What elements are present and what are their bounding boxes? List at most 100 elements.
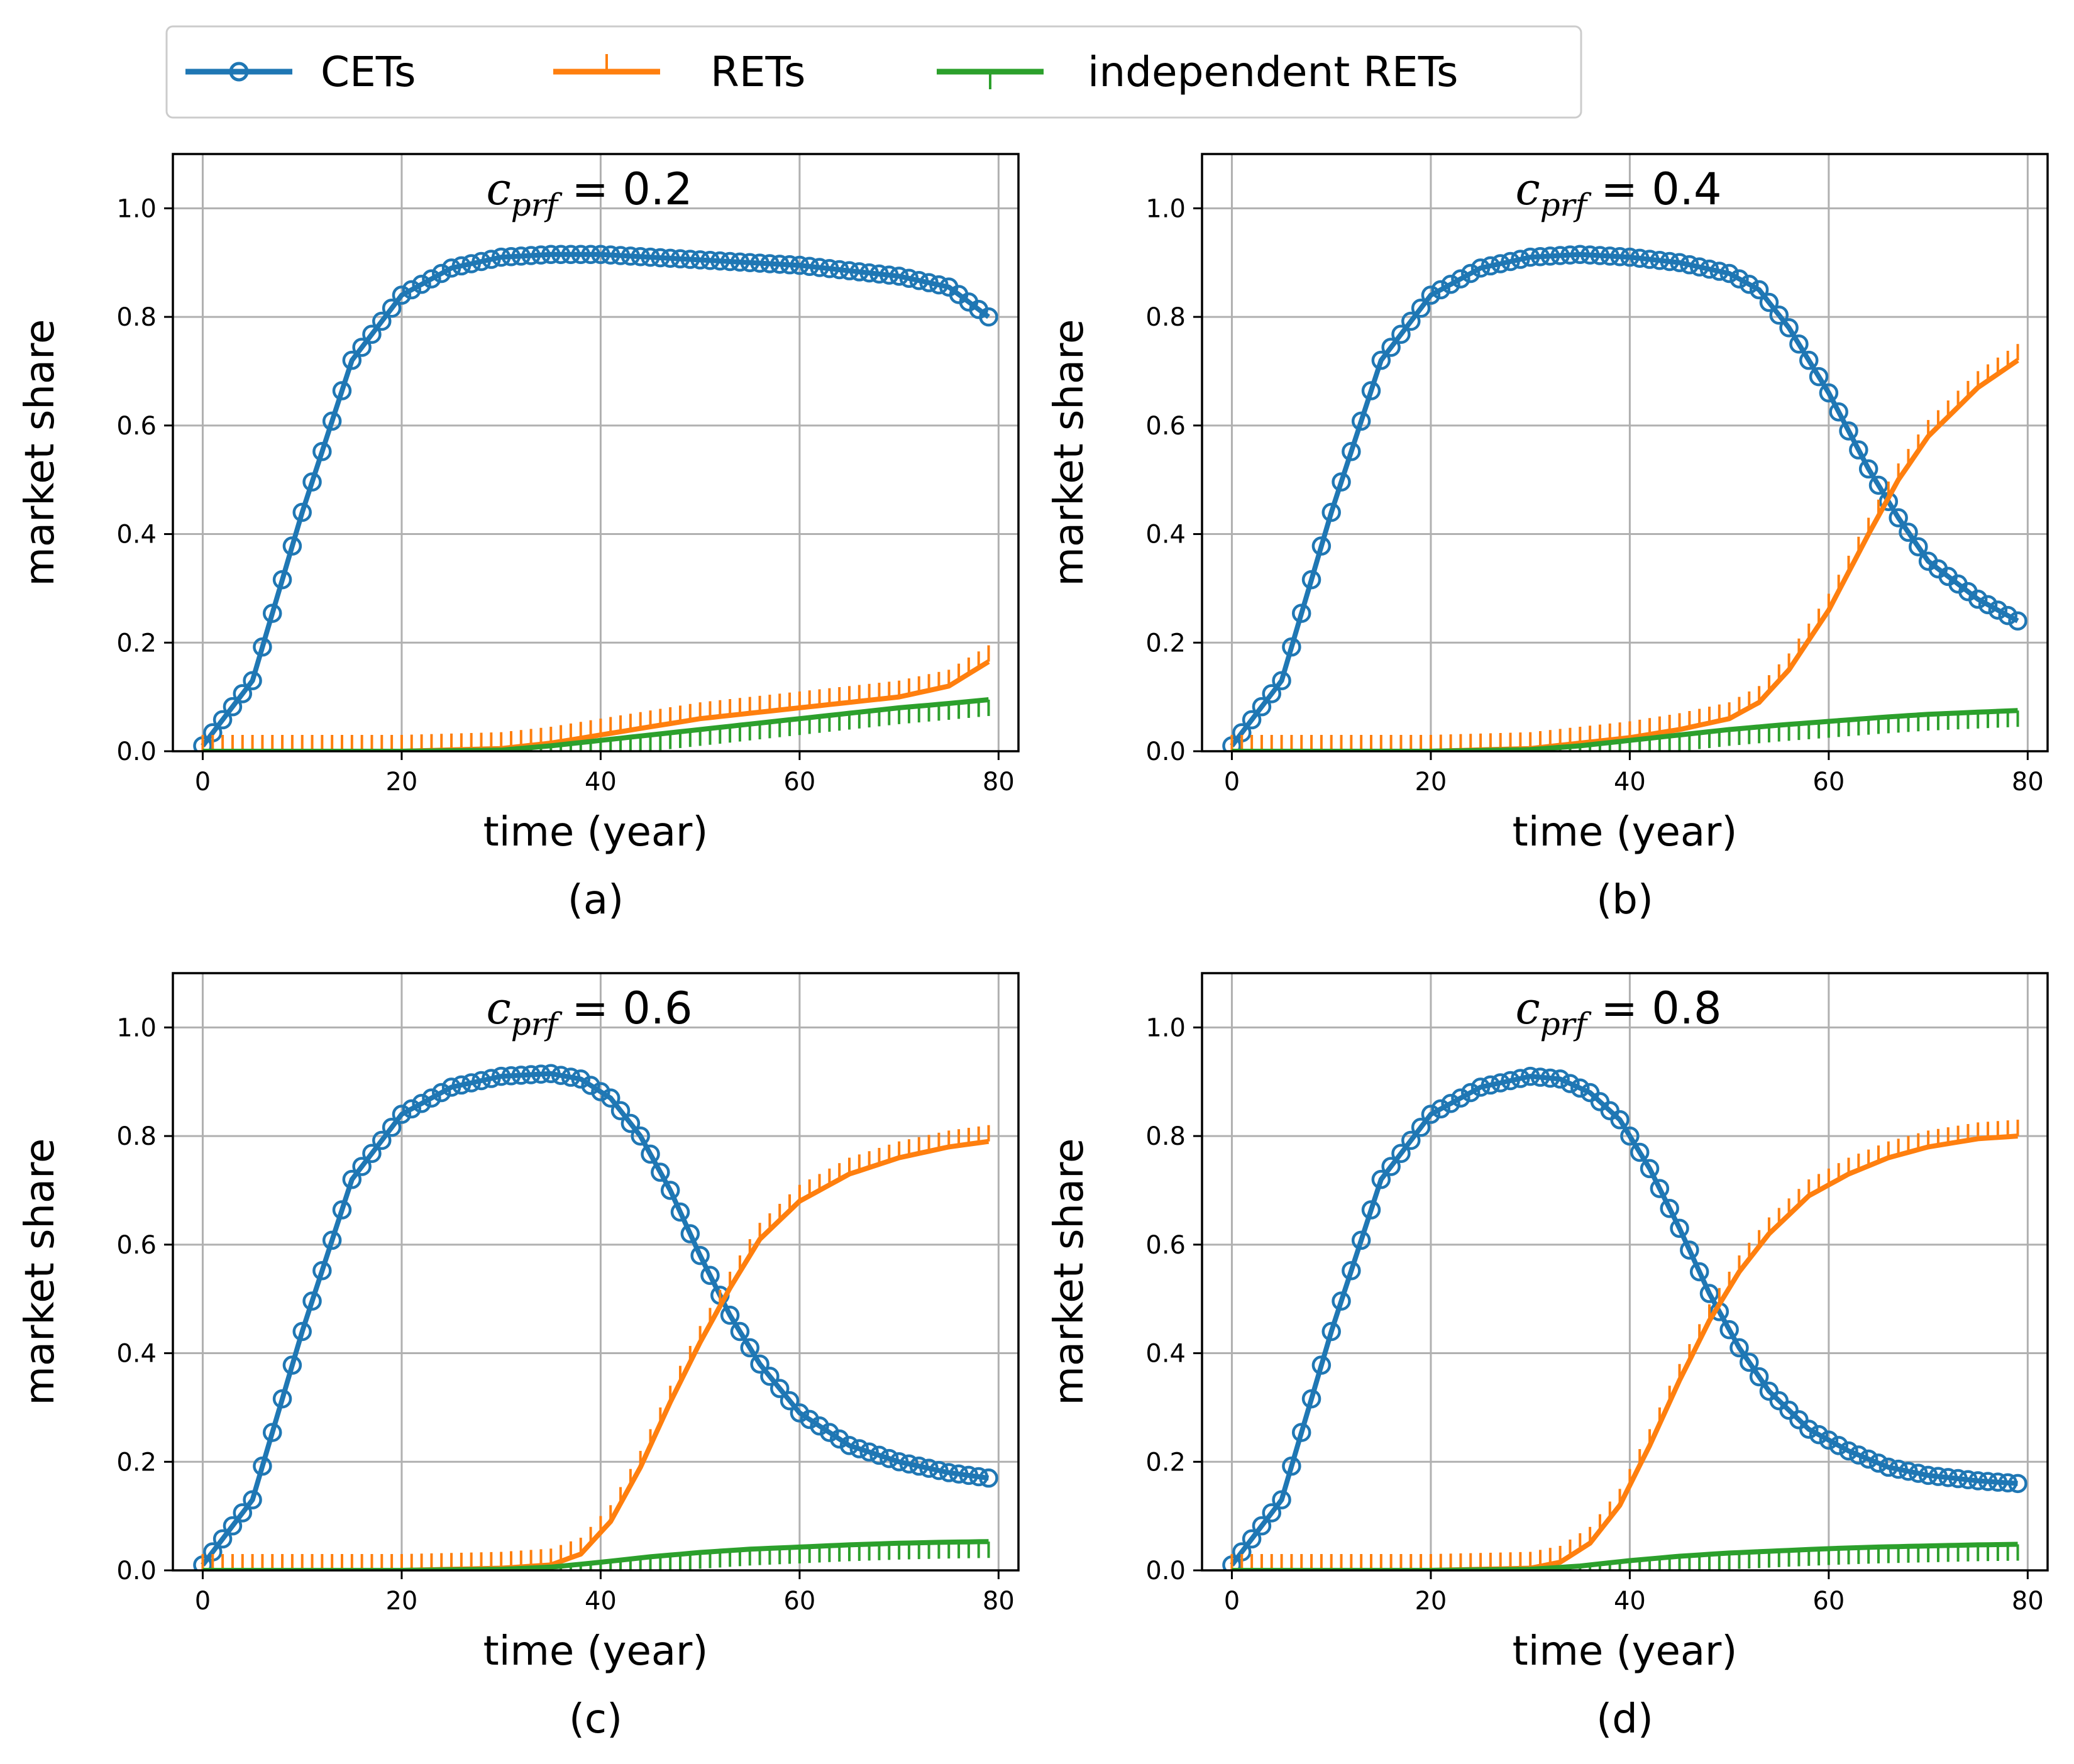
data-point [849,262,869,282]
data-point [760,1367,780,1386]
data-point [282,536,302,556]
data-point [1610,246,1630,267]
y-tick-label: 0.2 [116,629,157,658]
title-value: 0.4 [1652,163,1721,215]
data-point [1839,1441,1858,1461]
data-point [1560,245,1580,265]
data-point [1769,305,1789,325]
data-point [720,251,740,272]
series-line [1232,708,2018,751]
data-point [571,1069,591,1089]
data-point [561,1067,581,1087]
x-tick-label: 0 [195,768,211,797]
data-point [422,269,441,289]
series-line [201,1071,990,1567]
plot-area [193,245,998,751]
data-point [600,1088,621,1108]
data-point [322,1230,342,1250]
data-point [1252,697,1272,717]
data-point [1530,246,1550,267]
data-point [312,1261,332,1281]
data-point [1858,459,1878,479]
series-line [1232,1133,2018,1570]
x-tick-label: 80 [983,1587,1015,1616]
data-point [949,1464,969,1484]
data-point [769,1379,790,1398]
data-point [680,1224,700,1243]
data-point [1630,1142,1650,1162]
data-point [1470,258,1491,278]
data-point [1829,402,1848,422]
series-rets [1230,344,2019,751]
data-point [1272,671,1291,690]
data-point [243,1490,262,1509]
y-tick-label: 0.4 [1145,521,1186,549]
data-point [1520,247,1540,267]
y-axis-label: market share [17,319,63,587]
data-point [1779,1400,1799,1420]
x-tick-label: 60 [1812,768,1845,797]
data-point [451,256,472,276]
data-point [1680,255,1699,275]
panel-label: (c) [569,1696,622,1743]
data-point [1620,1126,1640,1146]
data-point [1511,1069,1530,1088]
data-point [1431,1099,1451,1119]
x-axis-label: time (year) [483,809,709,856]
data-point [1839,421,1858,441]
data-point [1958,1470,1978,1490]
data-point [1540,246,1560,266]
data-point [1540,1068,1560,1088]
y-tick-label: 0.4 [116,1340,157,1369]
data-point [352,338,372,357]
data-point [1391,1144,1411,1163]
data-point [820,1423,839,1442]
data-point [1511,250,1530,269]
data-point [1889,1459,1908,1479]
data-point [561,245,581,265]
data-point [1740,1352,1759,1372]
title-equals: = [1587,163,1652,215]
data-point [631,1126,650,1146]
data-point [1272,1490,1291,1509]
data-point [690,1245,710,1265]
data-point [1451,269,1470,289]
data-point [1799,350,1819,370]
y-tick-label: 0.4 [116,521,157,549]
data-point [1242,1529,1262,1549]
title-variable: c [486,163,510,215]
data-point [362,1144,382,1163]
series-line [1230,251,2019,747]
y-tick-label: 0.6 [116,1231,157,1260]
data-point [591,245,610,265]
legend-label: independent RETs [1088,48,1459,96]
data-point [919,1458,939,1478]
data-point [1988,1472,2008,1492]
data-point [1968,1471,1988,1491]
legend-frame [165,25,1582,119]
data-point [1709,262,1729,281]
series-independent-rets [202,1539,990,1570]
title-subscript: prf [511,1006,563,1042]
data-point [660,248,680,268]
legend-item: RETs [553,48,805,96]
y-tick-label: 1.0 [1145,194,1186,223]
data-point [511,246,531,266]
data-point [253,1456,272,1476]
y-tick-label: 0.6 [1145,412,1186,441]
data-point [1470,1078,1491,1097]
data-point [1660,251,1679,272]
data-point [541,245,561,265]
title-subscript: prf [511,187,563,223]
title-equals: = [1587,983,1652,1034]
series-rets [1230,1120,2019,1570]
data-point [670,249,690,268]
series-cets [193,245,998,751]
data-point [1371,350,1391,370]
data-point [1858,1449,1878,1469]
data-point [412,1094,431,1113]
data-point [431,1083,451,1103]
x-axis-label: time (year) [1513,1628,1738,1675]
data-point [1640,1159,1660,1179]
legend-label: CETs [321,48,416,96]
